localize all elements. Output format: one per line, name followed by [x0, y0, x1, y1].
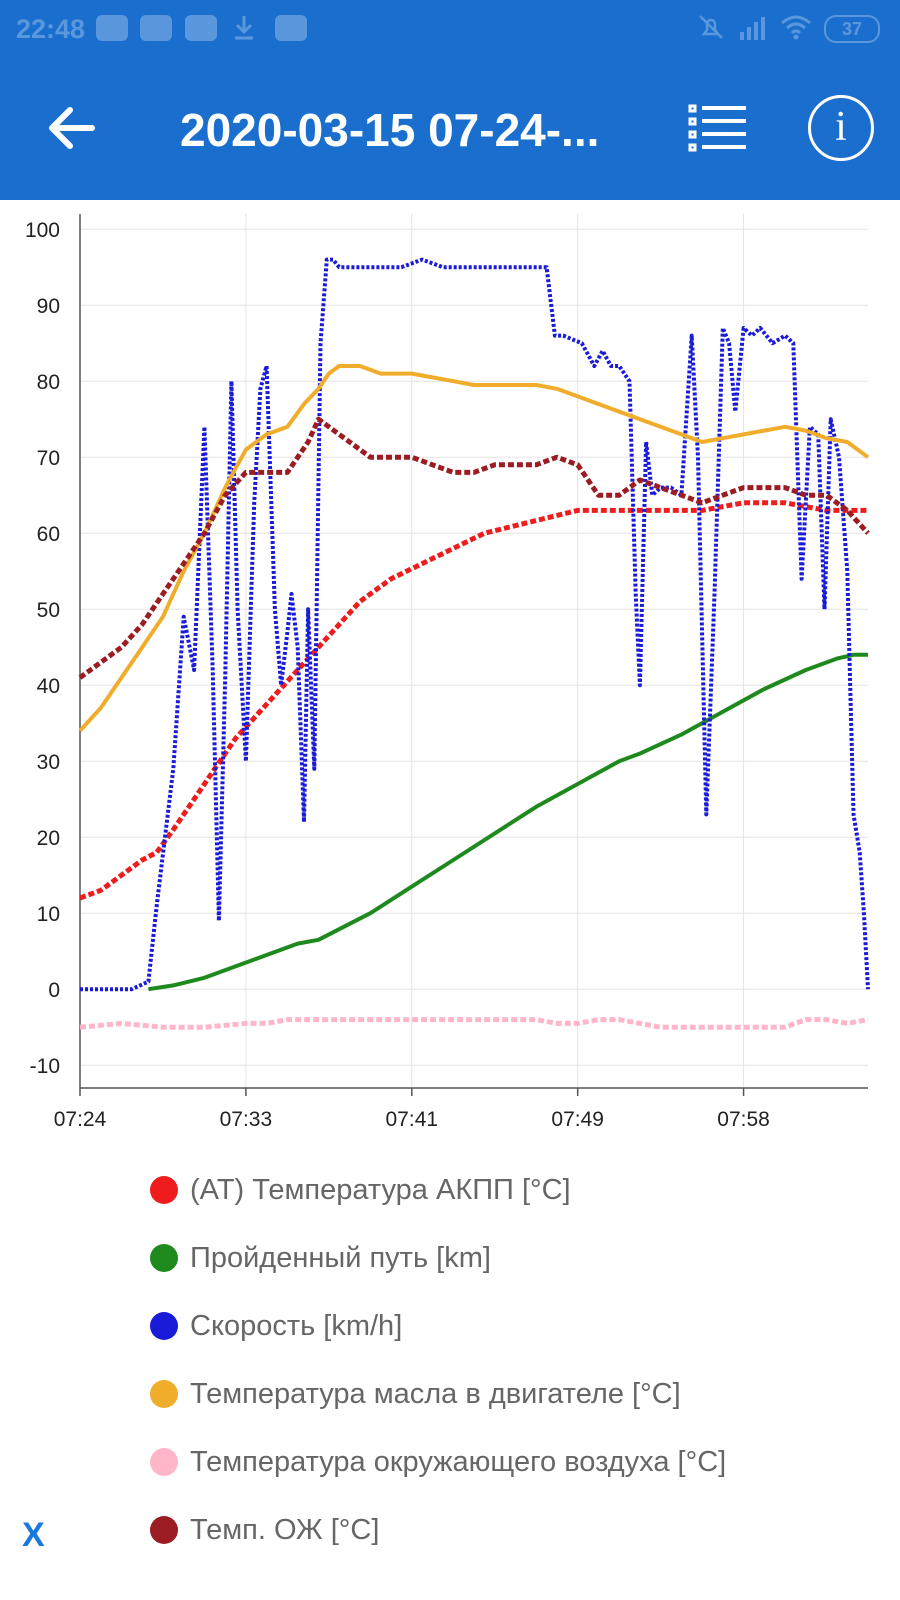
youtube-icon: [96, 15, 128, 41]
legend-item-air-temp[interactable]: Температура окружающего воздуха [°C]: [150, 1440, 726, 1484]
legend-item-distance[interactable]: Пройденный путь [km]: [150, 1236, 491, 1280]
series-line-0: [79, 500, 868, 901]
y-tick-label: 20: [37, 827, 60, 850]
legend-label: Темп. ОЖ [°C]: [190, 1513, 380, 1546]
legend-label: Пройденный путь [km]: [190, 1241, 491, 1274]
message-icon: [185, 15, 217, 41]
y-tick-label: 0: [48, 979, 60, 1002]
message-icon: [140, 15, 172, 41]
signal-icon: [738, 12, 768, 47]
legend-item-speed[interactable]: Скорость [km/h]: [150, 1304, 402, 1348]
legend-label: Скорость [km/h]: [190, 1309, 403, 1342]
legend-dot: [150, 1244, 178, 1272]
legend-item-oil-temp[interactable]: Температура масла в двигателе [°C]: [150, 1372, 681, 1416]
download-icon: [232, 14, 256, 42]
status-bar: 22:48 37: [0, 0, 900, 58]
y-tick-label: 70: [37, 447, 60, 470]
y-tick-label: 80: [37, 371, 60, 394]
series-line-2: [80, 257, 870, 992]
legend-label: Температура окружающего воздуха [°C]: [190, 1445, 727, 1478]
x-tick-label: 07:58: [717, 1108, 770, 1131]
series-line-5: [78, 416, 870, 680]
legend-dot: [150, 1176, 178, 1204]
y-tick-label: 30: [37, 751, 60, 774]
x-tick-label: 07:41: [386, 1108, 439, 1131]
youtube-icon: [275, 15, 307, 41]
legend-label: (AT) Температура АКПП [°C]: [190, 1173, 571, 1206]
y-tick-label: 10: [37, 903, 60, 926]
legend-dot: [150, 1380, 178, 1408]
battery-icon: 37: [824, 15, 880, 43]
legend-item-at-temp[interactable]: (AT) Температура АКПП [°C]: [150, 1168, 571, 1212]
status-right: 37: [696, 14, 880, 44]
arrow-left-icon: [49, 107, 95, 149]
legend-label: Температура масла в двигателе [°C]: [190, 1377, 681, 1410]
x-tick-label: 07:33: [220, 1108, 273, 1131]
x-tick-label: 07:49: [551, 1108, 604, 1131]
chart: 100 90 80 70 60 50 40 30 20 10 0 -10 07:24 07:33 07:41…: [0, 200, 900, 1160]
legend: (AT) Температура АКПП [°C] Пройденный пу…: [0, 1160, 900, 1600]
app-bar: 2020-03-15 07-24-... i: [0, 58, 900, 200]
list-icon: [688, 104, 746, 152]
legend-dot: [150, 1312, 178, 1340]
y-tick-label: 50: [37, 599, 60, 622]
status-time: 22:48: [16, 14, 86, 44]
y-tick-label: -10: [30, 1055, 60, 1078]
mute-icon: [696, 12, 726, 47]
info-button[interactable]: i: [808, 95, 874, 161]
back-button[interactable]: [44, 100, 100, 156]
wifi-icon: [780, 12, 812, 47]
y-tick-label: 40: [37, 675, 60, 698]
series-line-3: [78, 364, 870, 733]
x-tick-label: 07:24: [54, 1108, 107, 1131]
list-button[interactable]: [686, 98, 750, 162]
legend-item-coolant-temp[interactable]: Темп. ОЖ [°C]: [150, 1508, 379, 1552]
legend-dot: [150, 1448, 178, 1476]
y-tick-label: 60: [37, 523, 60, 546]
page-title: 2020-03-15 07-24-...: [180, 104, 600, 156]
series-line-1: [148, 652, 868, 992]
legend-dot: [150, 1516, 178, 1544]
series-line-4: [79, 1017, 869, 1030]
close-button[interactable]: X: [22, 1516, 45, 1554]
y-tick-label: 90: [37, 295, 60, 318]
y-tick-label: 100: [25, 219, 60, 242]
